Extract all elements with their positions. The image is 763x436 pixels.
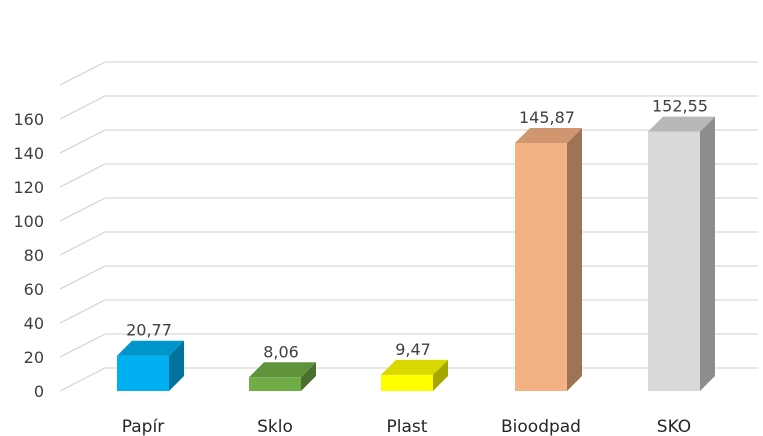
bar-front-face [648,131,700,392]
y-tick-label: 100 [13,212,44,231]
bar [117,340,184,391]
bar [249,362,316,391]
bar [381,359,448,391]
bar-top-face [117,340,184,356]
bar-side-face [169,340,184,391]
bar-top-face [515,128,582,144]
data-label: 9,47 [395,340,431,359]
y-tick-label: 160 [13,110,44,129]
side-gridline [59,163,106,188]
bar-side-face [433,359,448,391]
bar-front-face [515,143,567,391]
bar-front-face [117,355,169,391]
data-labels: 20,77 8,06 9,47 145,87 152,55 [126,97,708,362]
bar-front-face [381,374,433,391]
y-tick-label: 20 [24,348,44,367]
side-gridline [59,265,106,290]
side-gridline [59,197,106,222]
bar-top-face [381,359,448,375]
side-gridline [59,367,106,392]
y-tick-label: 60 [24,280,44,299]
bar-top-face [648,116,715,132]
side-gridline [59,333,106,358]
x-category-label: Plast [387,417,428,436]
y-tick-label: 0 [34,382,44,401]
bar-top-face [249,362,316,378]
side-gridline [59,61,106,86]
side-gridline [59,299,106,324]
y-axis-ticks: 0 20 40 60 80 100 120 140 160 [13,110,44,401]
y-tick-label: 40 [24,314,44,333]
side-gridline [59,95,106,120]
data-label: 152,55 [652,97,708,116]
bar [515,128,582,391]
bars [117,116,715,392]
data-label: 145,87 [519,108,575,127]
x-category-label: Bioodpad [501,417,581,436]
side-gridline [59,231,106,256]
y-tick-label: 80 [24,246,44,265]
side-gridline [59,129,106,154]
x-axis-categories: Papír Sklo Plast Bioodpad SKO [122,417,691,436]
bar-front-face [249,377,301,391]
data-label: 20,77 [126,321,172,340]
y-tick-label: 120 [13,178,44,197]
y-tick-label: 140 [13,144,44,163]
bar [648,116,715,392]
x-category-label: Sklo [257,417,293,436]
x-category-label: Papír [122,417,164,436]
bar-side-face [567,128,582,391]
data-label: 8,06 [263,342,299,361]
x-category-label: SKO [657,417,691,436]
bar-side-face [301,362,316,391]
bar-side-face [700,116,715,391]
